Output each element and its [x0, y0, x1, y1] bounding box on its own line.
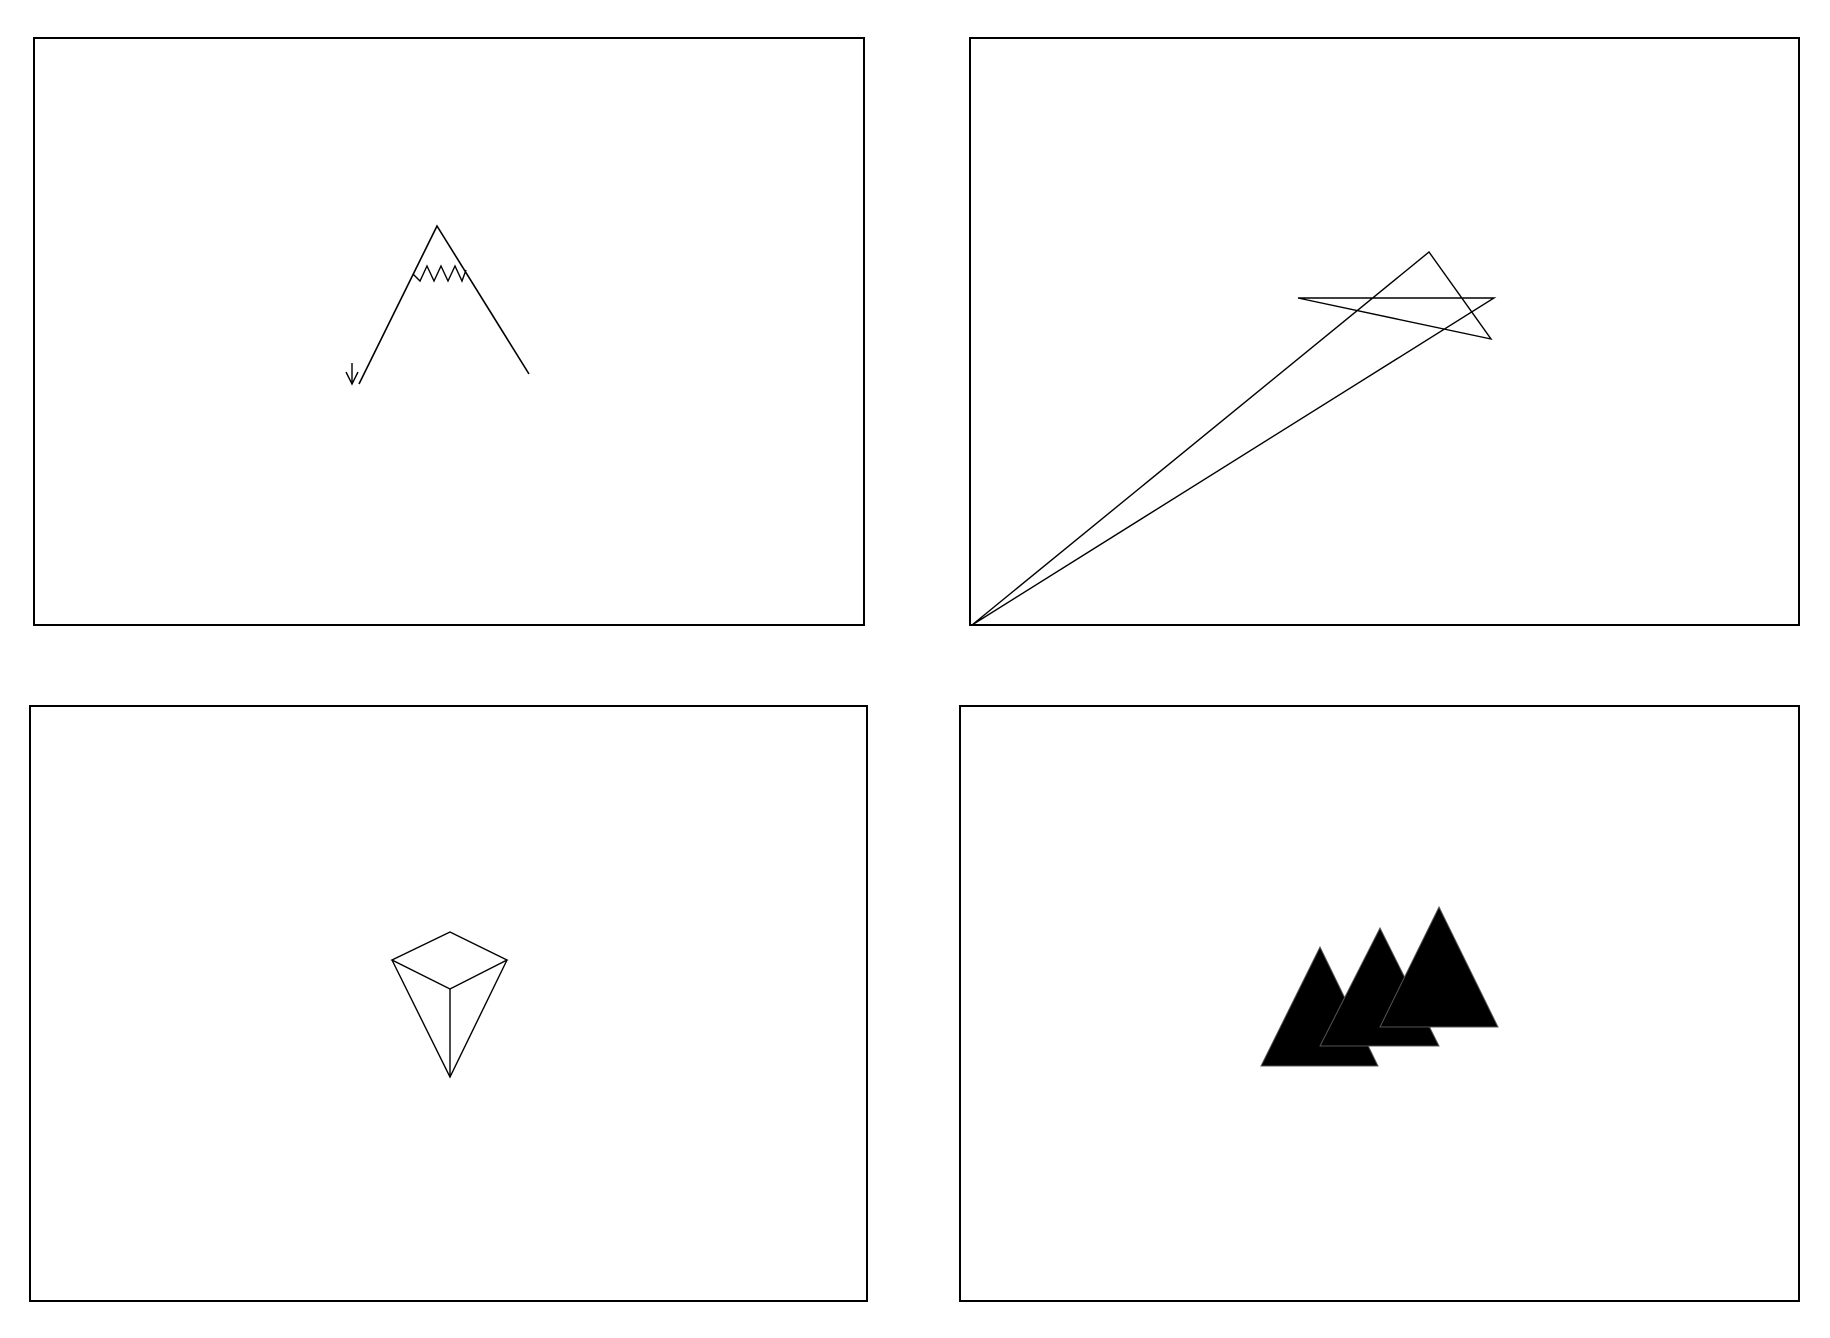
- gem-shape: [390, 931, 509, 1079]
- panel-star-lines: [969, 37, 1800, 626]
- panel-frame: [959, 705, 1800, 1302]
- three-peaks: [1260, 905, 1499, 1067]
- panel-three-peaks: [959, 705, 1800, 1302]
- peak-right: [1379, 905, 1499, 1028]
- panel-frame: [33, 37, 865, 626]
- panel-mountain: [33, 37, 865, 626]
- star-lines: [971, 250, 1497, 626]
- panel-gem: [29, 705, 868, 1302]
- mountain-outline: [358, 224, 530, 385]
- panel-frame: [969, 37, 1800, 626]
- snowcap-zigzag: [412, 264, 467, 283]
- arrow-down-icon: [345, 363, 359, 386]
- panel-frame: [29, 705, 868, 1302]
